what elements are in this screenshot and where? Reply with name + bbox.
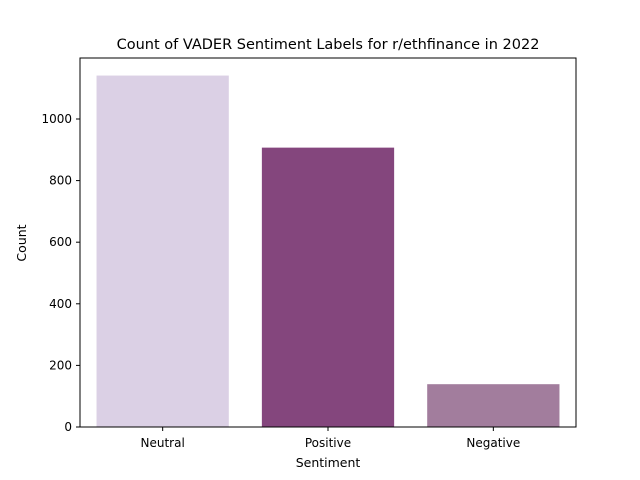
x-tick-label: Negative [466, 436, 520, 450]
x-axis-label: Sentiment [296, 455, 361, 470]
x-tick-label: Positive [305, 436, 351, 450]
chart-title: Count of VADER Sentiment Labels for r/et… [117, 37, 540, 53]
y-tick-label: 0 [64, 420, 72, 434]
y-axis-label: Count [14, 224, 29, 261]
y-tick-label: 600 [49, 235, 72, 249]
y-tick-label: 400 [49, 297, 72, 311]
x-tick-label: Neutral [141, 436, 185, 450]
plot-frame [79, 57, 577, 428]
bars [96, 75, 560, 427]
bar-negative [427, 384, 560, 427]
x-axis: Neutral Positive Negative [141, 427, 520, 450]
y-axis: 0 200 400 600 800 1000 [41, 112, 80, 434]
y-tick-label: 800 [49, 174, 72, 188]
bar-neutral [96, 75, 229, 427]
bar-positive [261, 147, 395, 427]
y-tick-label: 1000 [41, 112, 72, 126]
y-tick-label: 200 [49, 358, 72, 372]
